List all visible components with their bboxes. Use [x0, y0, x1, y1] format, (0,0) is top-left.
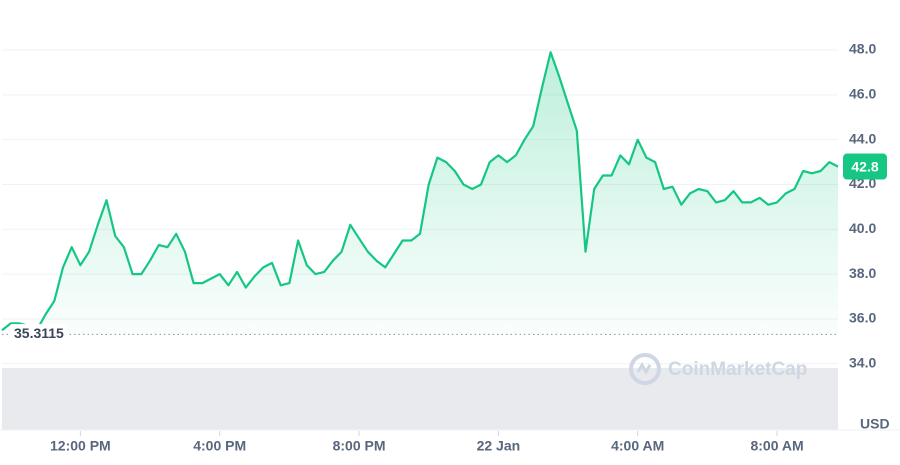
y-tick-label: 44.0 — [849, 130, 876, 146]
x-tick-label: 4:00 AM — [611, 438, 664, 454]
y-tick-label: 48.0 — [849, 41, 876, 57]
last-price-label: 42.8 — [851, 158, 878, 174]
x-tick-label: 12:00 PM — [50, 438, 111, 454]
price-line — [1, 51, 839, 332]
volume-band — [2, 368, 838, 430]
baseline-label-bg — [11, 324, 68, 343]
y-tick-label: 38.0 — [849, 265, 876, 281]
x-tick-label: 8:00 AM — [750, 438, 803, 454]
watermark: CoinMarketCap — [668, 359, 807, 380]
x-tick-label: 4:00 PM — [193, 438, 246, 454]
y-tick-label: 34.0 — [849, 354, 876, 370]
area — [2, 52, 838, 335]
x-tick-label: 22 Jan — [477, 438, 521, 454]
y-tick-label: 40.0 — [849, 220, 876, 236]
x-tick-label: 8:00 PM — [333, 438, 386, 454]
last-price-pill — [843, 153, 887, 180]
y-tick-label: 46.0 — [849, 86, 876, 102]
y-tick-label: 36.0 — [849, 310, 876, 326]
watermark-logo — [629, 353, 661, 385]
baseline-label: 35.3115 — [14, 325, 64, 341]
unit-label: USD — [860, 416, 890, 432]
